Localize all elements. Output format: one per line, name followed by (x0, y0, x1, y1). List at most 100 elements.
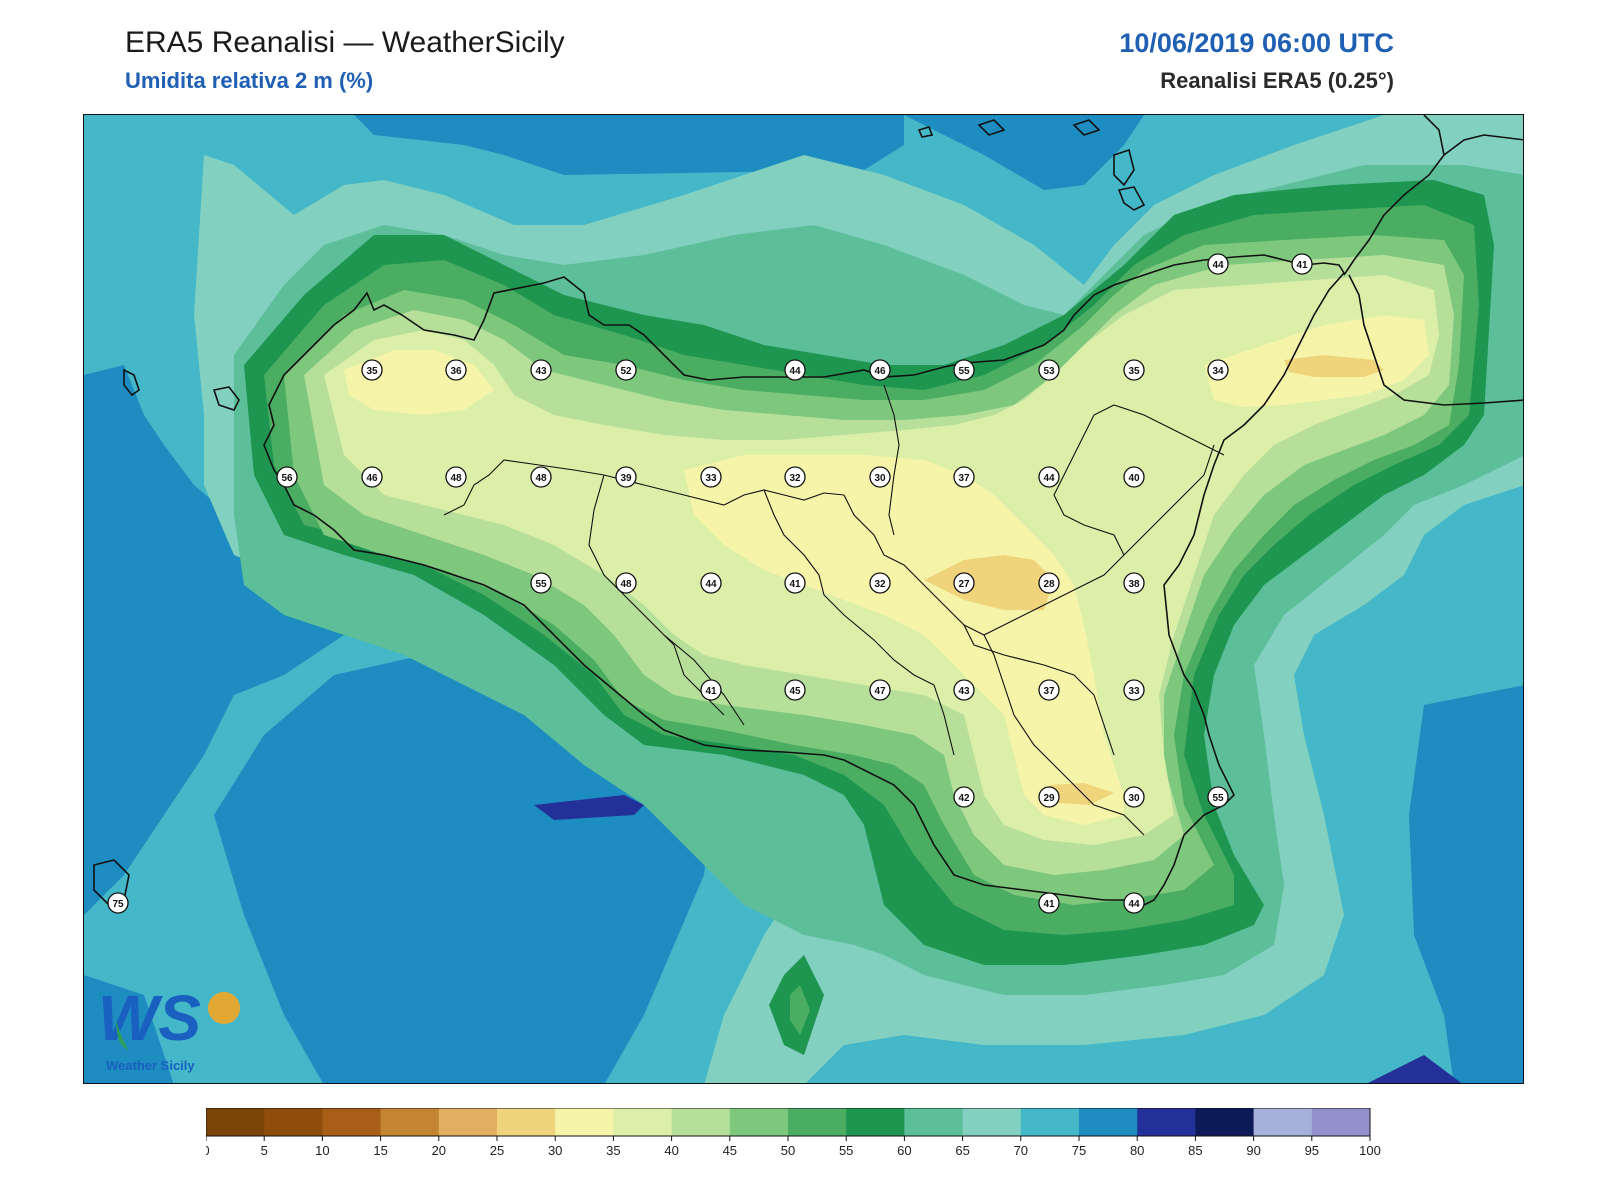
station-circle (869, 466, 891, 488)
station-marker: 46 (361, 466, 383, 488)
colorbar-swatch (846, 1108, 905, 1136)
humidity-band-80-85-south (1368, 1055, 1462, 1083)
colorbar-swatch (1020, 1108, 1080, 1136)
station-marker: 53 (1038, 359, 1060, 381)
station-marker: 29 (1038, 786, 1060, 808)
colorbar-tick-label: 5 (261, 1143, 268, 1158)
station-value: 44 (1043, 473, 1055, 484)
station-value: 55 (535, 579, 547, 590)
station-circle (700, 466, 722, 488)
station-value: 43 (535, 366, 547, 377)
station-value: 37 (958, 473, 970, 484)
station-circle (1038, 786, 1060, 808)
station-value: 30 (1128, 793, 1140, 804)
station-circle (1123, 679, 1145, 701)
station-circle (1038, 892, 1060, 914)
humidity-band-80-85 (534, 795, 644, 820)
station-circle (953, 679, 975, 701)
colorbar-swatch (904, 1108, 964, 1136)
station-circle (869, 572, 891, 594)
station-value: 56 (281, 473, 293, 484)
colorbar-tick-label: 30 (548, 1143, 562, 1158)
station-value: 29 (1043, 793, 1055, 804)
station-marker: 44 (1038, 466, 1060, 488)
station-circle (530, 572, 552, 594)
station-circle (1207, 253, 1229, 275)
station-marker: 48 (615, 572, 637, 594)
station-marker: 41 (1038, 892, 1060, 914)
station-value: 34 (1212, 366, 1224, 377)
station-marker: 36 (445, 359, 467, 381)
station-circle (1123, 572, 1145, 594)
station-circle (784, 359, 806, 381)
colorbar-swatch (264, 1108, 323, 1136)
station-circle (615, 466, 637, 488)
station-marker: 55 (530, 572, 552, 594)
station-marker: 41 (700, 679, 722, 701)
map-source: Reanalisi ERA5 (0.25°) (1160, 68, 1394, 93)
station-value: 41 (789, 579, 801, 590)
station-value: 45 (789, 686, 801, 697)
station-marker: 45 (784, 679, 806, 701)
humidity-band-25-30 (924, 355, 1384, 805)
map-panel: 35 36 43 52 44 46 55 53 35 34 44 41 56 46 48 48 39 33 32 30… (83, 114, 1524, 1084)
station-circle (953, 572, 975, 594)
station-circle (1123, 359, 1145, 381)
station-circle (1207, 786, 1229, 808)
station-marker: 41 (784, 572, 806, 594)
map-datetime: 10/06/2019 06:00 UTC (1119, 28, 1394, 58)
station-marker: 38 (1123, 572, 1145, 594)
station-marker: 48 (530, 466, 552, 488)
station-value: 40 (1128, 473, 1140, 484)
colorbar-tick-label: 50 (781, 1143, 795, 1158)
colorbar-swatch (206, 1108, 265, 1136)
station-marker: 35 (361, 359, 383, 381)
colorbar-tick-label: 0 (206, 1143, 210, 1158)
station-marker: 34 (1207, 359, 1229, 381)
colorbar-tick-label: 85 (1188, 1143, 1202, 1158)
station-marker: 56 (276, 466, 298, 488)
station-marker: 27 (953, 572, 975, 594)
station-value: 35 (366, 366, 378, 377)
station-circle (1123, 466, 1145, 488)
station-marker: 55 (953, 359, 975, 381)
station-value: 52 (620, 366, 632, 377)
colorbar-swatch (322, 1108, 382, 1136)
station-circle (1038, 572, 1060, 594)
station-circle (784, 466, 806, 488)
colorbar-swatch (729, 1108, 789, 1136)
weathersicily-logo: WS Weather Sicily (98, 982, 240, 1073)
station-marker: 32 (869, 572, 891, 594)
colorbar-tick-label: 90 (1246, 1143, 1260, 1158)
station-circle (530, 359, 552, 381)
station-value: 41 (1043, 899, 1055, 910)
station-value: 41 (1296, 260, 1308, 271)
station-value: 32 (874, 579, 886, 590)
station-value: 55 (958, 366, 970, 377)
station-marker: 44 (1123, 892, 1145, 914)
station-marker: 52 (615, 359, 637, 381)
station-value: 55 (1212, 793, 1224, 804)
svg-text:Weather Sicily: Weather Sicily (106, 1058, 195, 1073)
station-value: 39 (620, 473, 632, 484)
station-value: 44 (1128, 899, 1140, 910)
station-value: 41 (705, 686, 717, 697)
station-circle (530, 466, 552, 488)
humidity-map: 35 36 43 52 44 46 55 53 35 34 44 41 56 46 48 48 39 33 32 30… (84, 115, 1523, 1083)
station-value: 36 (450, 366, 462, 377)
map-subtitle: Umidita relativa 2 m (%) (125, 68, 374, 93)
colorbar-swatch (788, 1108, 847, 1136)
station-marker: 30 (1123, 786, 1145, 808)
station-marker: 41 (1291, 253, 1313, 275)
station-circle (615, 359, 637, 381)
colorbar-swatch (1079, 1108, 1138, 1136)
station-circle (700, 572, 722, 594)
station-circle (869, 359, 891, 381)
colorbar-tick-label: 45 (723, 1143, 737, 1158)
station-value: 33 (705, 473, 717, 484)
station-value: 48 (450, 473, 462, 484)
station-value: 44 (1212, 260, 1224, 271)
colorbar-tick-label: 70 (1014, 1143, 1028, 1158)
station-circle (107, 892, 129, 914)
station-value: 35 (1128, 366, 1140, 377)
